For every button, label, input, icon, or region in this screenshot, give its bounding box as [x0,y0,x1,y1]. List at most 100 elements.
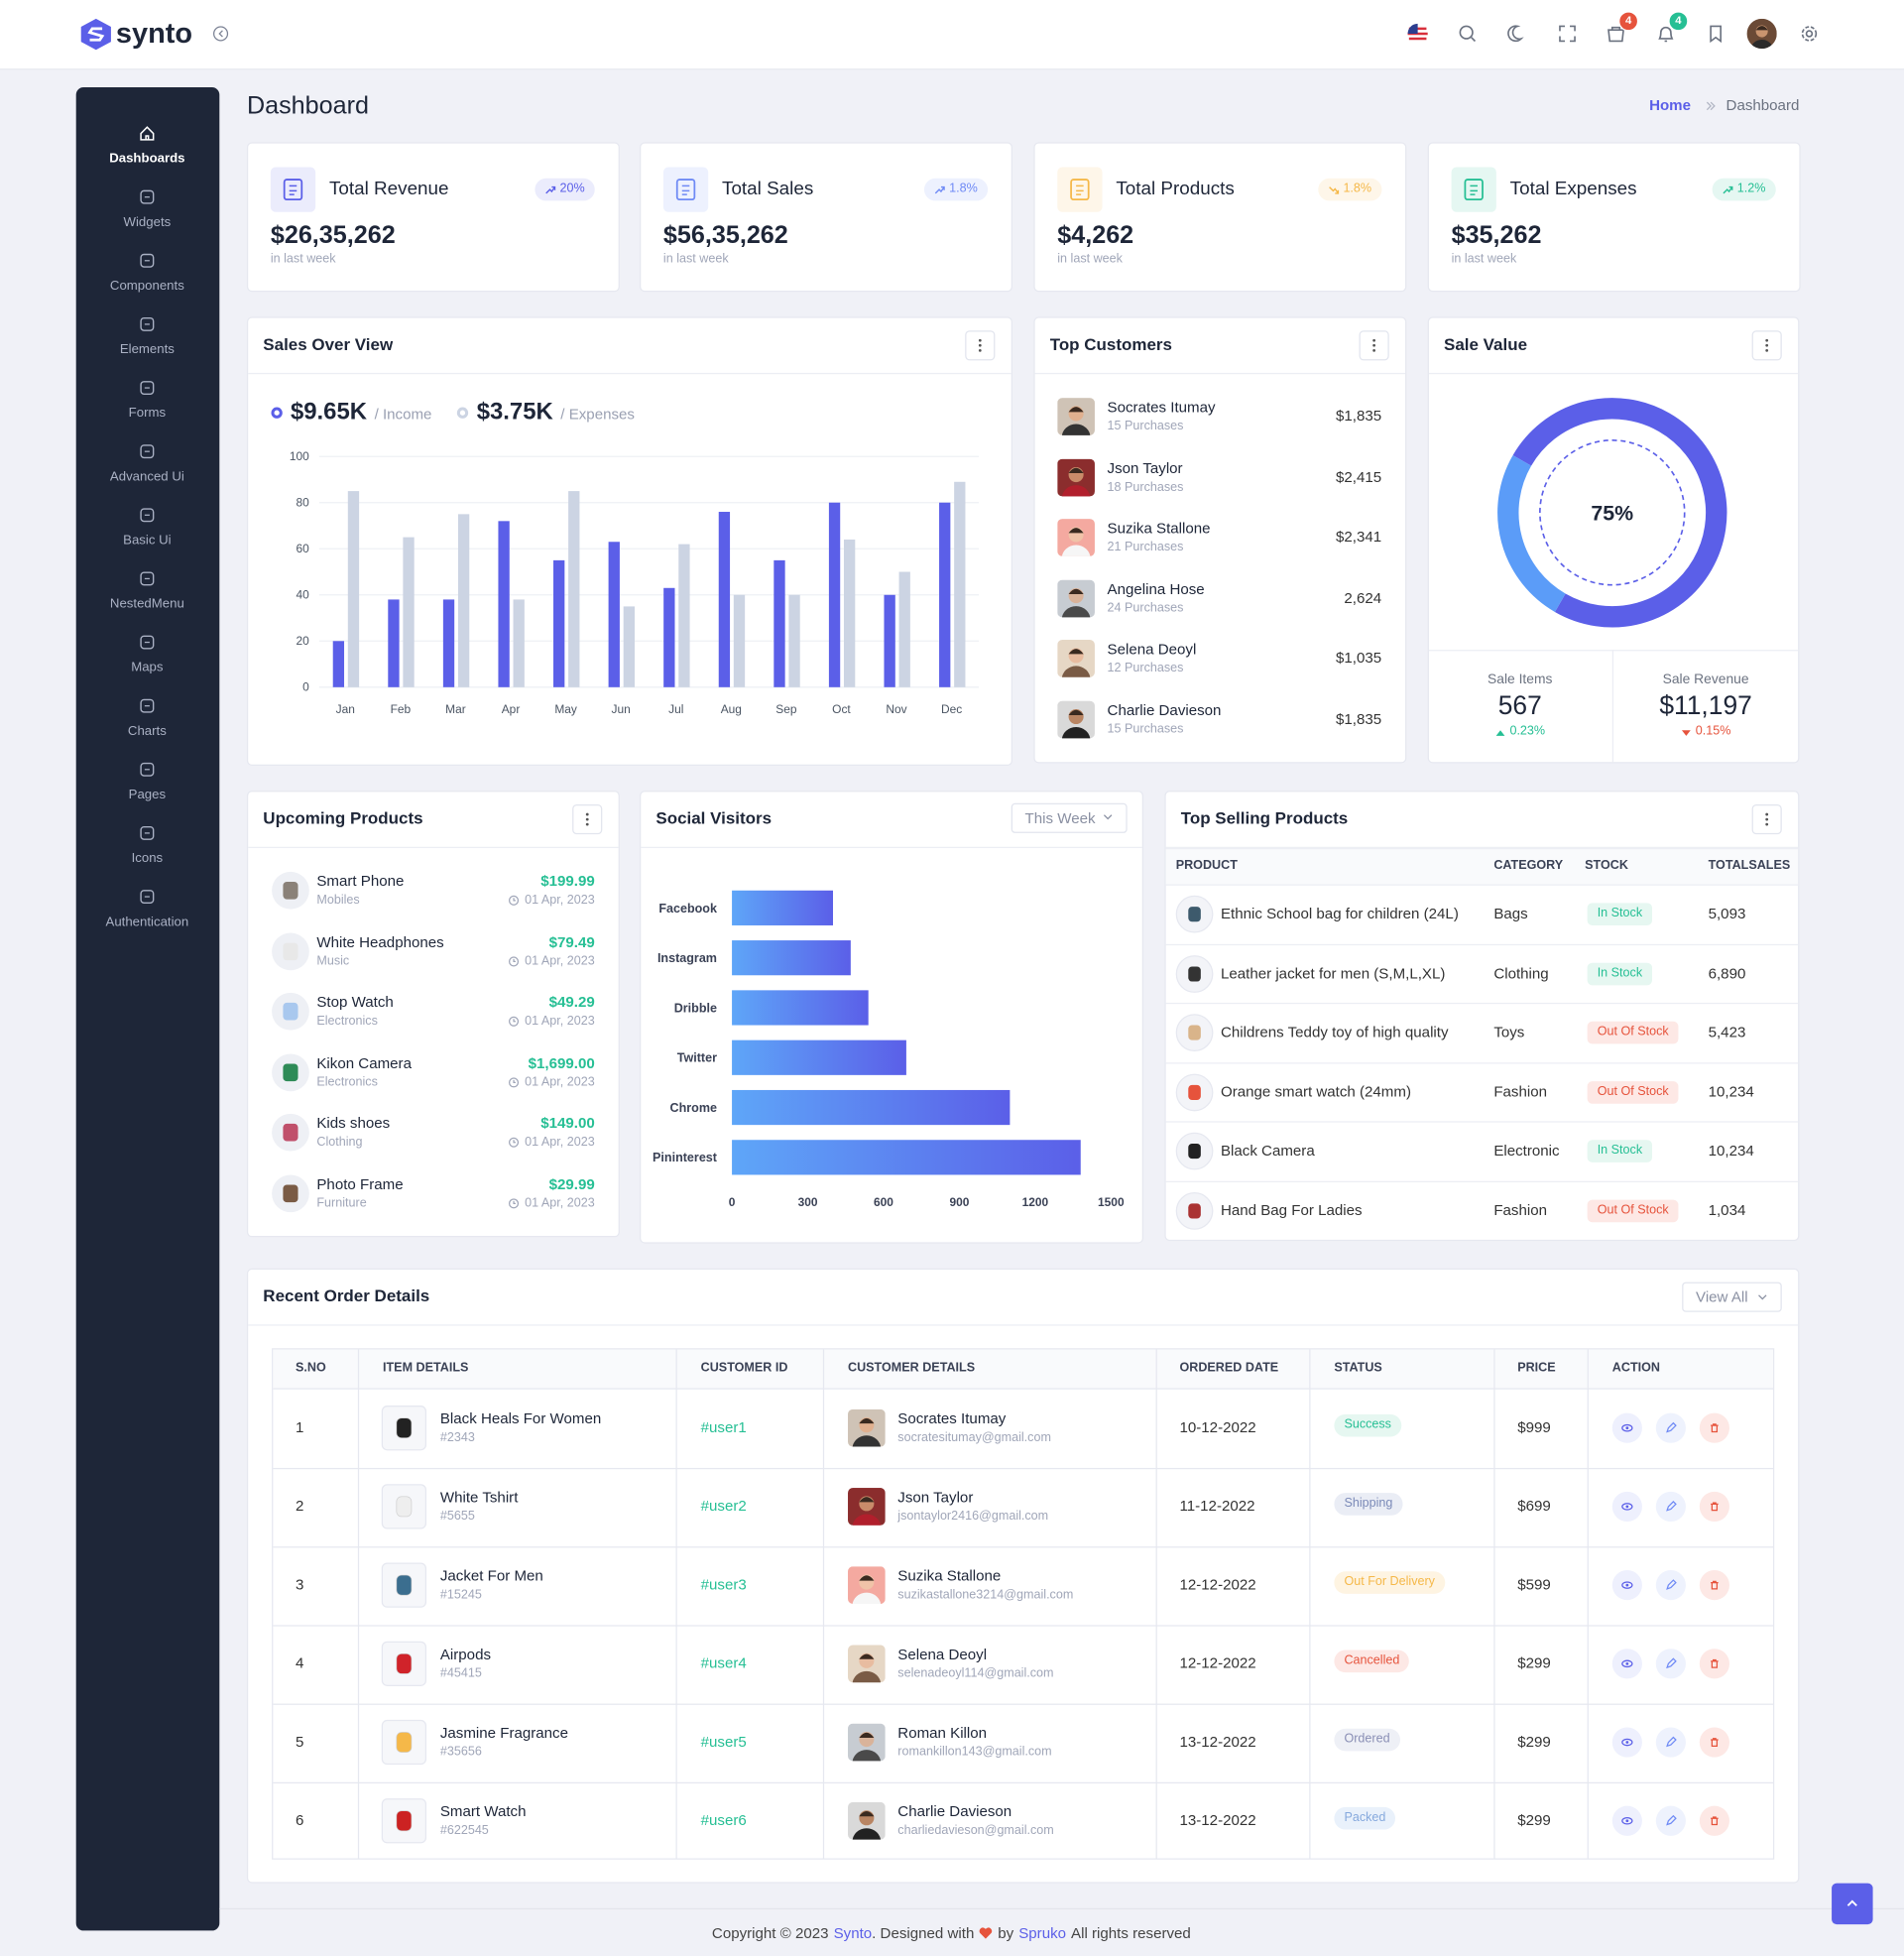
sidebar-icon[interactable] [140,571,155,586]
view-button[interactable] [1611,1491,1642,1522]
sidebar-icon[interactable] [140,635,155,650]
customer-avatar-part [1057,519,1095,556]
item-code: #35656 [439,1745,482,1760]
sidebar-item[interactable]: Basic Ui [123,533,172,549]
delete-button[interactable] [1699,1570,1729,1601]
legend-label: / Income [374,405,432,424]
sidebar-icon[interactable] [140,126,155,141]
stat-change: 20% [535,178,595,201]
sidebar-icon[interactable] [140,508,155,523]
y-tick-label: 0 [302,680,309,694]
product-category: Music [316,953,350,968]
product-name: Hand Bag For Ladies [1220,1201,1363,1219]
delete-button[interactable] [1699,1649,1729,1679]
edit-button-part [1655,1570,1686,1601]
delete-button[interactable] [1699,1805,1729,1836]
order-price: $299 [1517,1811,1551,1829]
sidebar-item[interactable]: Components [109,278,184,294]
divider [1611,650,1614,763]
stock-badge-text: Out Of Stock [1597,1025,1669,1039]
logo-icon-part [87,27,105,42]
product-thumb-part [283,941,298,960]
card-title: Social Visitors [655,808,773,828]
row-divider [1165,1061,1799,1064]
menu-button-part [1372,343,1376,347]
view-button[interactable] [1611,1570,1642,1601]
edit-button[interactable] [1655,1727,1686,1758]
bookmark-button[interactable] [1706,24,1726,44]
sidebar-item[interactable]: Advanced Ui [109,469,184,485]
scroll-top-button[interactable] [1832,1883,1873,1925]
settings-button[interactable] [1799,24,1819,44]
customer-avatar-part [848,1723,886,1762]
sidebar-item[interactable]: Authentication [105,914,189,930]
sidebar-icon[interactable] [140,444,155,459]
sidebar-item[interactable]: Charts [127,723,167,739]
product-thumb [272,1113,309,1152]
sidebar-item[interactable]: Icons [131,850,164,866]
scroll-top-button-part [1846,1899,1857,1906]
brand-name: synto [115,16,193,50]
order-price: $299 [1517,1732,1551,1751]
sidebar-icon-part [140,189,155,204]
sidebar-item[interactable]: Maps [131,660,164,675]
edit-button[interactable] [1655,1570,1686,1601]
view-button[interactable] [1611,1649,1642,1679]
delete-button[interactable] [1699,1727,1729,1758]
fullscreen-button[interactable] [1557,24,1577,44]
notifications-button[interactable] [1656,24,1676,44]
customer-email: selenadeoyl114@gmail.com [897,1666,1054,1681]
sidebar-item[interactable]: Forms [128,405,167,422]
sidebar-icon[interactable] [140,825,155,840]
sidebar-icon[interactable] [140,762,155,777]
customer-purchases: 15 Purchases [1107,420,1184,433]
sidebar-item[interactable]: Dashboards [109,151,185,167]
customer-amount: $1,035 [1336,649,1382,667]
menu-button-part [1765,812,1769,816]
sidebar-toggle[interactable] [213,26,229,42]
view-button[interactable] [1611,1412,1642,1443]
delete-button[interactable] [1699,1412,1729,1443]
product-icon [1175,1014,1214,1052]
menu-button[interactable] [1359,330,1389,361]
sidebar-item[interactable]: Pages [128,787,167,802]
edit-button[interactable] [1655,1412,1686,1443]
product-price: $1,699.00 [528,1053,595,1071]
product-name: Kikon Camera [316,1053,412,1071]
search-button[interactable] [1458,24,1478,44]
delete-button[interactable] [1699,1491,1729,1522]
language-flag[interactable] [1407,23,1428,45]
sidebar-icon[interactable] [140,316,155,331]
menu-button-part [1765,343,1769,347]
sidebar-icon[interactable] [140,380,155,396]
sidebar-icon[interactable] [140,253,155,268]
theme-toggle[interactable] [1507,24,1527,44]
customer-avatar [848,1488,886,1526]
menu-button-part [1765,348,1769,352]
cart-button[interactable] [1606,24,1625,44]
clock-icon-part [509,1016,520,1027]
notification-count: 4 [1675,13,1682,27]
card-divider [641,846,1142,849]
breadcrumb-link[interactable]: Home [1649,96,1691,114]
sidebar-icon[interactable] [140,698,155,713]
stat-icon-part [1076,184,1084,195]
sidebar-item[interactable]: Elements [119,341,175,357]
menu-button[interactable] [1751,330,1782,361]
sidebar-icon[interactable] [140,890,155,905]
bar [347,491,360,687]
stat-change: 1.8% [1318,178,1382,201]
menu-button[interactable] [572,804,603,835]
view-button[interactable] [1611,1805,1642,1836]
sidebar-item[interactable]: NestedMenu [109,596,184,612]
trend-arrow-part [1681,729,1691,736]
edit-button[interactable] [1655,1491,1686,1522]
sidebar-icon[interactable] [140,189,155,204]
view-button[interactable] [1611,1727,1642,1758]
menu-button[interactable] [965,330,996,361]
customer-avatar [1057,579,1095,617]
menu-button[interactable] [1751,804,1782,835]
edit-button[interactable] [1655,1805,1686,1836]
sidebar-item[interactable]: Widgets [123,214,172,230]
edit-button[interactable] [1655,1649,1686,1679]
